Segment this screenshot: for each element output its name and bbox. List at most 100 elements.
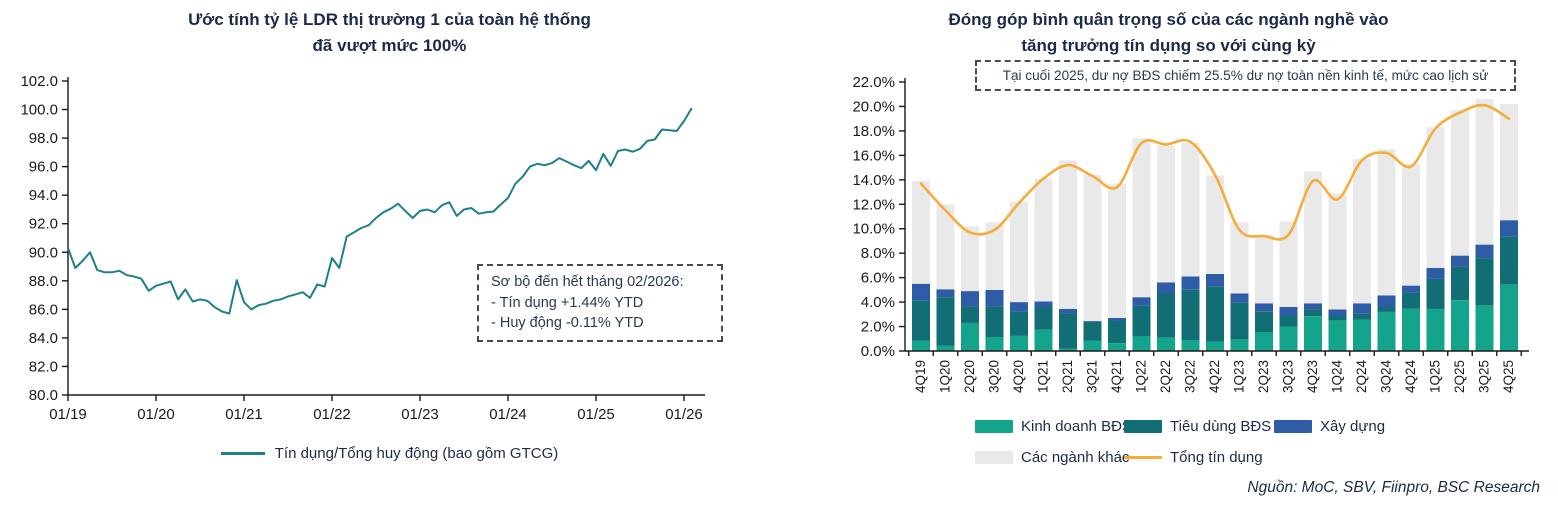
bar-segment — [1083, 321, 1102, 322]
bar-segment — [1181, 340, 1200, 351]
ldr-chart-title-line2: đã vượt mức 100% — [312, 35, 467, 55]
bar-segment — [1475, 244, 1494, 258]
bar-segment — [1377, 149, 1396, 296]
svg-text:102.0: 102.0 — [20, 73, 58, 90]
bar-segment — [912, 283, 930, 301]
bar-segment — [1304, 303, 1322, 310]
svg-text:4Q25: 4Q25 — [1501, 360, 1516, 393]
bar-segment — [912, 181, 930, 284]
svg-text:2Q25: 2Q25 — [1452, 360, 1467, 393]
ldr-note-box: Sơ bộ đến hết tháng 02/2026: - Tín dụng … — [477, 264, 723, 342]
svg-text:01/22: 01/22 — [313, 406, 351, 423]
legend-label-tieu-dung-bds: Tiêu dùng BĐS — [1170, 418, 1272, 435]
legend-item-kinh-doanh-bds: Kinh doanh BĐS — [975, 418, 1132, 435]
bar-segment — [1377, 311, 1396, 351]
bar-segment — [1304, 171, 1322, 304]
svg-text:100.0: 100.0 — [20, 102, 58, 119]
bar-segment — [1328, 315, 1347, 321]
contribution-chart-svg: 22.0% 20.0% 18.0% 16.0% 14.0% 12.0% 10.0% 8.0% 6… — [852, 74, 1529, 393]
contribution-title-line1: Đóng góp bình quân trọng số của các ngàn… — [948, 10, 1389, 29]
ldr-chart-svg: 102.0 100.0 98.0 96.0 94.0 92.0 90.0 88.0 86.0 84… — [20, 73, 705, 423]
bar-segment — [1402, 163, 1420, 286]
ldr-series-line — [67, 107, 693, 315]
bar-segment — [985, 306, 1004, 337]
svg-text:10.0%: 10.0% — [852, 221, 895, 238]
svg-text:8.0%: 8.0% — [861, 245, 895, 262]
legend-item-xay-dung: Xây dựng — [1274, 418, 1385, 435]
svg-text:14.0%: 14.0% — [852, 172, 895, 189]
bar-segment — [1083, 174, 1102, 321]
bar-segment — [1500, 220, 1518, 237]
svg-text:22.0%: 22.0% — [852, 74, 895, 91]
svg-text:4.0%: 4.0% — [861, 294, 895, 311]
contribution-note-box: Tại cuối 2025, dư nợ BĐS chiếm 25.5% dư … — [975, 60, 1516, 91]
bar-segment — [1010, 201, 1028, 303]
bar-segment — [1010, 311, 1028, 336]
svg-text:1Q22: 1Q22 — [1134, 360, 1149, 393]
svg-text:4Q21: 4Q21 — [1109, 360, 1124, 393]
contribution-bars — [912, 99, 1518, 351]
svg-text:6.0%: 6.0% — [861, 270, 895, 287]
bar-segment — [936, 289, 955, 298]
svg-text:98.0: 98.0 — [29, 130, 58, 147]
bar-segment — [1426, 308, 1445, 351]
bar-segment — [1500, 284, 1518, 351]
bar-segment — [985, 289, 1004, 307]
bar-segment — [1377, 295, 1396, 307]
bar-segment — [1304, 309, 1322, 317]
bar-segment — [1034, 329, 1053, 351]
svg-text:01/25: 01/25 — [577, 406, 615, 423]
bar-segment — [1426, 127, 1445, 268]
bar-segment — [1157, 145, 1175, 283]
bar-segment — [1451, 110, 1469, 256]
bar-segment — [1010, 302, 1028, 312]
legend-label-tong-tin-dung: Tổng tín dụng — [1170, 449, 1263, 466]
bar-segment — [961, 322, 979, 351]
contribution-chart-panel: Đóng góp bình quân trọng số của các ngàn… — [779, 0, 1558, 508]
svg-text:01/20: 01/20 — [137, 406, 175, 423]
ldr-chart-title-line1: Ước tính tỷ lệ LDR thị trường 1 của toàn… — [188, 10, 591, 29]
bar-segment — [1108, 318, 1126, 322]
bar-segment — [1475, 305, 1494, 351]
legend-item-cac-nganh-khac: Các ngành khác — [975, 449, 1129, 466]
ldr-axes — [62, 77, 705, 401]
svg-text:1Q21: 1Q21 — [1036, 360, 1051, 393]
svg-text:92.0: 92.0 — [29, 216, 58, 233]
svg-text:2Q22: 2Q22 — [1158, 360, 1173, 393]
bar-segment — [1353, 319, 1371, 351]
bar-segment — [1034, 301, 1053, 307]
bar-segment — [936, 345, 955, 351]
contribution-tick-labels: 22.0% 20.0% 18.0% 16.0% 14.0% 12.0% 10.0% 8.0% 6… — [852, 74, 1516, 393]
bar-segment — [1059, 308, 1077, 314]
bar-segment — [1059, 313, 1077, 349]
legend-label-kinh-doanh-bds: Kinh doanh BĐS — [1021, 418, 1132, 435]
legend-item-tong-tin-dung: Tổng tín dụng — [1124, 449, 1263, 466]
ldr-chart-title: Ước tính tỷ lệ LDR thị trường 1 của toàn… — [0, 7, 779, 58]
svg-text:96.0: 96.0 — [29, 159, 58, 176]
bar-segment — [1206, 341, 1224, 351]
bar-segment — [1500, 104, 1518, 221]
svg-text:01/26: 01/26 — [665, 406, 703, 423]
svg-text:2.0%: 2.0% — [861, 319, 895, 336]
xay-dung-swatch — [1274, 420, 1312, 433]
ldr-note-heading: Sơ bộ đến hết tháng 02/2026: — [491, 274, 684, 290]
svg-text:94.0: 94.0 — [29, 187, 58, 204]
bar-segment — [1353, 313, 1371, 320]
bar-segment — [1230, 339, 1249, 351]
bar-segment — [1230, 293, 1249, 303]
bar-segment — [1206, 286, 1224, 342]
bar-segment — [1402, 292, 1420, 309]
svg-text:3Q25: 3Q25 — [1477, 360, 1492, 393]
bar-segment — [936, 297, 955, 346]
bar-segment — [1157, 293, 1175, 338]
bar-segment — [1255, 311, 1273, 333]
ldr-note-deposit: - Huy động -0.11% YTD — [491, 315, 644, 332]
ldr-chart-panel: Ước tính tỷ lệ LDR thị trường 1 của toàn… — [0, 7, 779, 462]
legend-item-tieu-dung-bds: Tiêu dùng BĐS — [1124, 418, 1271, 435]
svg-text:01/21: 01/21 — [225, 406, 263, 423]
bar-segment — [1108, 343, 1126, 351]
credit-line-swatch — [220, 452, 265, 455]
svg-text:84.0: 84.0 — [29, 330, 58, 347]
bar-segment — [1279, 326, 1298, 351]
svg-text:3Q22: 3Q22 — [1183, 360, 1198, 393]
